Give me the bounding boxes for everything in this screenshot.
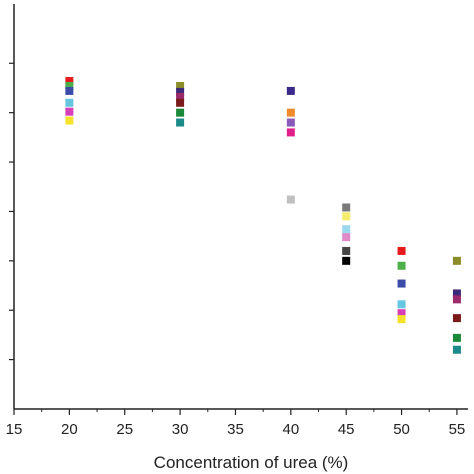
data-point <box>342 203 351 212</box>
x-axis-title: Concentration of urea (%) <box>154 453 349 472</box>
data-point <box>342 212 351 221</box>
data-point <box>452 256 461 265</box>
x-tick-label: 45 <box>338 421 355 438</box>
y-axis-ticks <box>9 62 14 361</box>
data-point <box>342 225 351 234</box>
data-point <box>176 92 185 101</box>
data-point <box>286 128 295 137</box>
data-point <box>342 246 351 255</box>
data-point <box>65 116 74 125</box>
data-point <box>65 86 74 95</box>
data-point <box>176 118 185 127</box>
data-point <box>452 345 461 354</box>
x-axis-ticks: 15 20 25 30 35 40 45 50 55 <box>6 409 466 438</box>
data-point <box>286 195 295 204</box>
data-point <box>397 315 406 324</box>
x-tick-label: 15 <box>6 421 23 438</box>
x-tick-label: 50 <box>393 421 410 438</box>
data-point <box>397 300 406 309</box>
data-point <box>397 261 406 270</box>
data-point <box>452 333 461 342</box>
data-point <box>342 233 351 242</box>
x-tick-label: 30 <box>172 421 189 438</box>
data-point <box>452 289 461 298</box>
data-point <box>397 246 406 255</box>
x-tick-label: 40 <box>282 421 299 438</box>
data-point <box>397 279 406 288</box>
data-point <box>176 108 185 117</box>
data-point <box>286 108 295 117</box>
data-point <box>286 86 295 95</box>
data-point <box>452 295 461 304</box>
data-point <box>176 81 185 90</box>
data-point <box>65 98 74 107</box>
x-tick-label: 35 <box>227 421 244 438</box>
data-point <box>65 77 74 86</box>
data-point <box>397 309 406 318</box>
x-tick-label: 55 <box>449 421 466 438</box>
data-point <box>176 98 185 107</box>
data-point <box>65 81 74 90</box>
data-points <box>65 77 461 354</box>
x-tick-label: 25 <box>116 421 133 438</box>
data-point <box>65 107 74 116</box>
data-point <box>342 256 351 265</box>
data-point <box>286 118 295 127</box>
x-tick-label: 20 <box>61 421 78 438</box>
data-point <box>176 87 185 96</box>
data-point <box>452 314 461 323</box>
